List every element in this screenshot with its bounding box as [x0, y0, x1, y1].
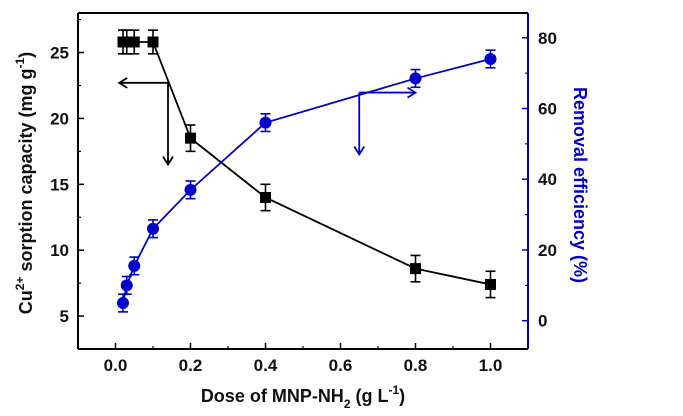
- down-arrowhead-icon: [162, 156, 174, 167]
- capacity-point: [128, 36, 140, 48]
- right-axis-ticks: 0 20 40 60 80: [522, 29, 557, 331]
- efficiency-point: [117, 297, 129, 310]
- left-tick-label: 5: [60, 307, 69, 326]
- capacity-point: [185, 132, 196, 144]
- down-arrowhead-icon: [353, 145, 366, 157]
- right-axis-title: Removal efficiency (%): [570, 87, 590, 283]
- left-tick-label: 10: [50, 241, 69, 260]
- capacity-point: [410, 263, 421, 275]
- capacity-point: [147, 36, 159, 48]
- efficiency-point: [147, 222, 159, 235]
- plot-frame: [77, 12, 529, 350]
- left-axis-title: Cu2+ sorption capacity (mg g-1): [13, 52, 36, 314]
- series-group: [117, 29, 497, 313]
- x-tick-label: 0.6: [329, 356, 353, 375]
- capacity-point: [485, 278, 496, 290]
- efficiency-point: [120, 279, 133, 292]
- right-tick-label: 80: [538, 29, 557, 48]
- right-tick-label: 60: [538, 99, 557, 118]
- x-tick-label: 0.2: [179, 356, 203, 375]
- left-axis-ticks: 5 10 15 20 25: [50, 18, 84, 326]
- efficiency-point: [128, 259, 141, 272]
- efficiency-line: [122, 58, 491, 304]
- left-tick-label: 25: [50, 44, 69, 63]
- right-tick-label: 0: [538, 312, 547, 331]
- right-arrowhead-icon: [407, 86, 418, 99]
- efficiency-point: [409, 72, 422, 85]
- left-tick-label: 20: [50, 109, 69, 128]
- efficiency-point: [184, 183, 197, 196]
- x-axis-title: Dose of MNP-NH2 (g L-1): [201, 383, 405, 411]
- x-axis-ticks: 0.0 0.2 0.4 0.6 0.8 1.0: [104, 343, 529, 375]
- x-tick-label: 0.4: [254, 356, 278, 375]
- efficiency-point: [484, 52, 497, 65]
- annotations: [117, 77, 418, 167]
- capacity-line: [123, 41, 491, 286]
- x-tick-label: 0.8: [404, 356, 428, 375]
- x-tick-label: 1.0: [479, 356, 503, 375]
- right-tick-label: 20: [538, 241, 557, 260]
- capacity-point: [121, 36, 133, 48]
- left-tick-label: 15: [50, 175, 69, 194]
- x-tick-label: 0.0: [104, 356, 128, 375]
- left-arrowhead-icon: [117, 77, 128, 89]
- efficiency-point: [259, 116, 272, 129]
- right-tick-label: 40: [538, 170, 557, 189]
- capacity-point: [260, 191, 271, 203]
